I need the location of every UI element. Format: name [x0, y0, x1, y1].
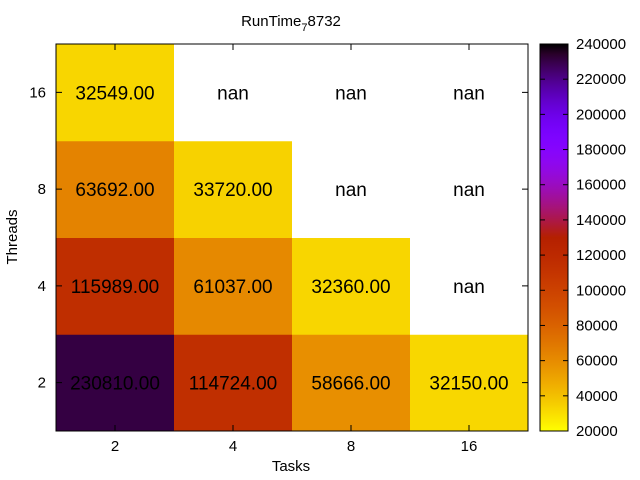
cell-value-label: 61037.00	[193, 277, 272, 298]
cell-value-label: nan	[453, 277, 485, 298]
heatmap-cell	[292, 334, 411, 432]
colorbar-tick-label: 80000	[576, 317, 618, 334]
heatmap-cell	[174, 237, 293, 335]
x-tick-label: 4	[229, 438, 237, 455]
cell-value-label: nan	[217, 83, 249, 104]
heatmap-cell	[292, 44, 411, 142]
cell-value-label: 32360.00	[311, 277, 390, 298]
y-axis-ticks: 2 4 8 16	[29, 84, 528, 392]
heatmap-cell	[56, 44, 175, 142]
colorbar-tick-label: 40000	[576, 388, 618, 405]
y-tick-label: 2	[38, 375, 46, 392]
y-tick-label: 16	[29, 84, 46, 101]
y-axis-label: Threads	[4, 209, 21, 264]
heatmap-cell	[410, 140, 529, 238]
cell-value-label: nan	[335, 180, 367, 201]
cell-value-label: 115989.00	[71, 277, 159, 298]
heatmap-cell	[56, 334, 175, 432]
heatmap-cell	[410, 237, 529, 335]
cell-value-label: 32150.00	[429, 374, 508, 395]
colorbar-ticks: 20000 40000 60000 80000 100000 120000 140000 16…	[540, 36, 626, 440]
heatmap-cell	[174, 44, 293, 142]
plot-border	[55, 43, 529, 432]
cell-value-label: 32549.00	[75, 83, 154, 104]
colorbar-tick-label: 140000	[576, 212, 626, 229]
colorbar	[539, 43, 569, 432]
cell-value-label: nan	[453, 83, 485, 104]
heatmap-cells	[56, 44, 529, 432]
heatmap-cell-labels: 230810.00 114724.00 58666.00 32150.00 115989…	[70, 83, 509, 394]
cell-value-label: 33720.00	[193, 180, 272, 201]
cell-value-label: 63692.00	[75, 180, 154, 201]
colorbar-tick-label: 120000	[576, 247, 626, 264]
x-axis-label: Tasks	[272, 458, 310, 475]
cell-value-label: nan	[335, 83, 367, 104]
colorbar-tick-label: 160000	[576, 177, 626, 194]
x-tick-label: 16	[461, 438, 478, 455]
heatmap-cell	[174, 140, 293, 238]
heatmap-cell	[410, 334, 529, 432]
colorbar-tick-label: 60000	[576, 353, 618, 370]
colorbar-tick-label: 20000	[576, 423, 618, 440]
y-tick-label: 4	[38, 278, 46, 295]
heatmap-cell	[292, 237, 411, 335]
colorbar-tick-label: 240000	[576, 36, 626, 53]
x-tick-label: 2	[111, 438, 119, 455]
cell-value-label: 58666.00	[311, 374, 390, 395]
heatmap-cell	[174, 334, 293, 432]
x-axis-ticks: 2 4 8 16	[111, 44, 478, 455]
chart-title: RunTime78732	[241, 13, 341, 34]
colorbar-tick-label: 220000	[576, 71, 626, 88]
y-tick-label: 8	[38, 181, 46, 198]
colorbar-tick-label: 100000	[576, 282, 626, 299]
cell-value-label: 230810.00	[70, 374, 160, 395]
x-tick-label: 8	[347, 438, 355, 455]
colorbar-tick-label: 180000	[576, 142, 626, 159]
heatmap-cell	[410, 44, 529, 142]
colorbar-tick-label: 200000	[576, 106, 626, 123]
heatmap-cell	[292, 140, 411, 238]
cell-value-label: 114724.00	[189, 374, 277, 395]
heatmap-cell	[56, 237, 175, 335]
heatmap-cell	[56, 140, 175, 238]
cell-value-label: nan	[453, 180, 485, 201]
